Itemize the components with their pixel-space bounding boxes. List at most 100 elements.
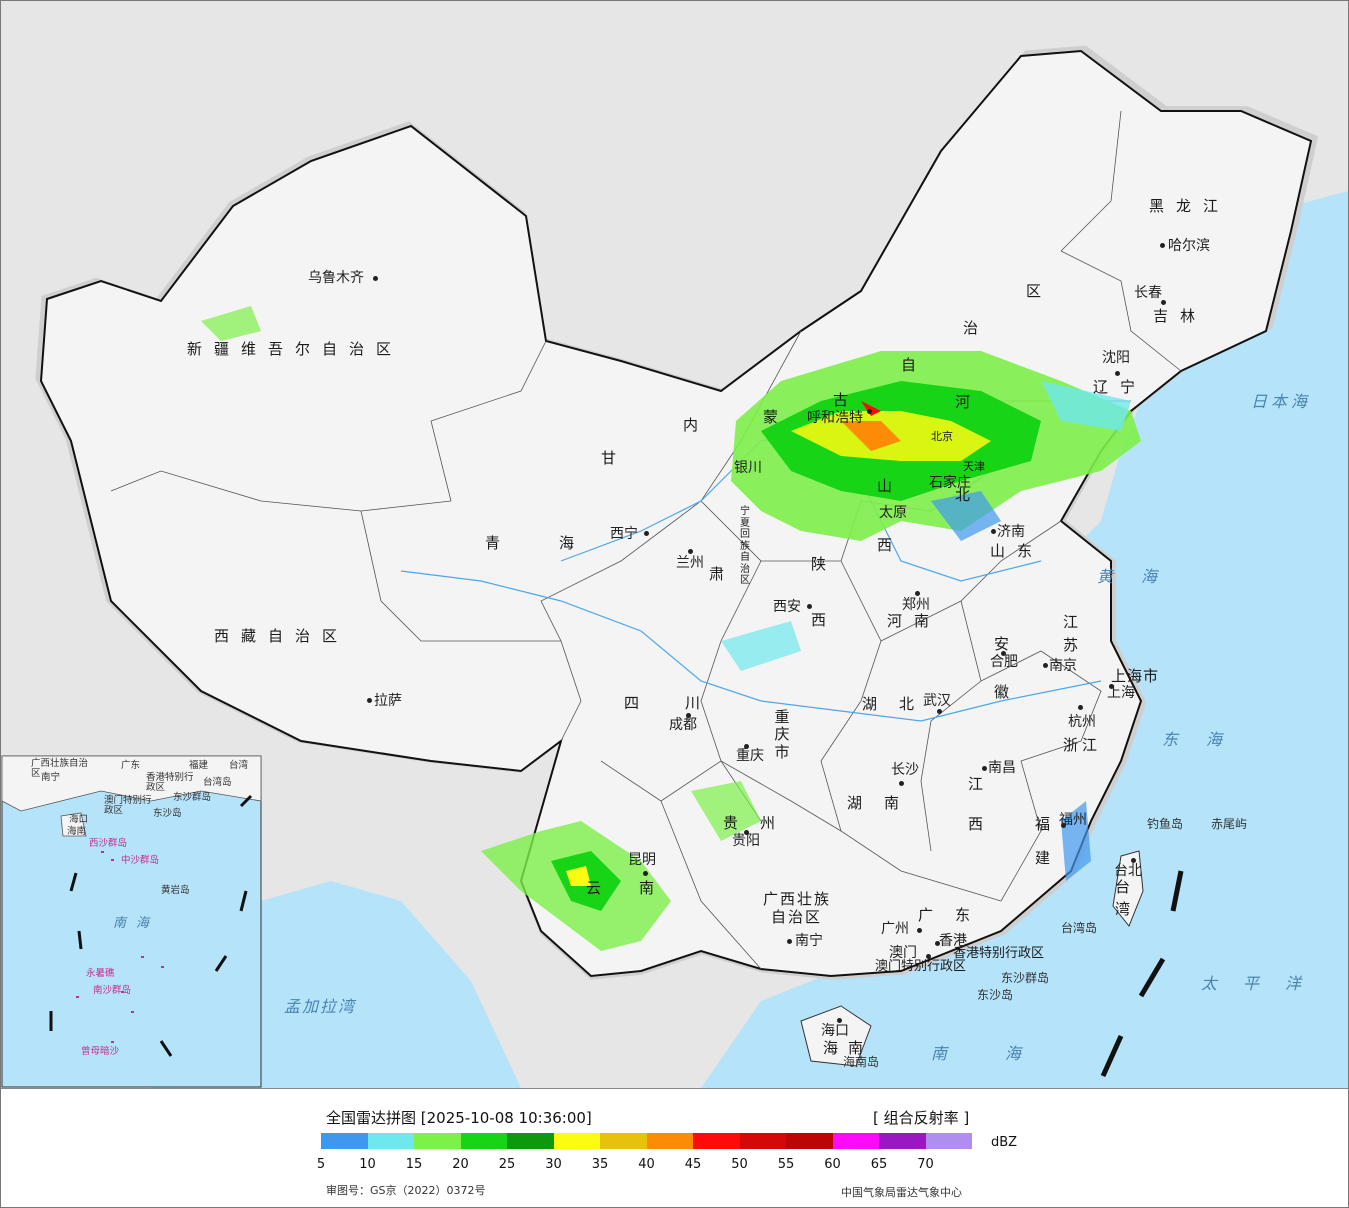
city-label-nanjing: 南京 <box>1049 658 1077 674</box>
province-label-xinjiang: 新疆维吾尔自治区 <box>187 340 404 358</box>
city-marker <box>688 549 693 554</box>
city-label-xian: 西安 <box>773 599 801 615</box>
map-canvas <box>1 1 1348 1088</box>
organization-credit: 中国气象局雷达气象中心 <box>841 1186 962 1199</box>
province-label-ningxia: 宁夏回族自治区 <box>740 506 750 586</box>
city-label-xining: 西宁 <box>610 526 638 542</box>
city-label-haikou: 海口 <box>821 1023 849 1039</box>
city-label-yinchuan: 银川 <box>734 460 762 476</box>
province-label-liaoning: 辽宁 <box>1093 378 1148 396</box>
province-label-hainan: 海南 <box>823 1039 874 1057</box>
city-marker <box>1131 858 1136 863</box>
city-label-macau: 澳门 <box>889 945 917 961</box>
south-china-sea-inset <box>1 755 262 1088</box>
province-label-xizang: 西藏自治区 <box>214 627 350 645</box>
inset-label-hk: 香港特别行政区 <box>146 772 194 793</box>
color-scale-ticks: 5 10 15 20 25 30 35 40 45 50 55 60 65 70 <box>1 1157 1001 1173</box>
scale-tick-label: 35 <box>591 1157 609 1172</box>
sea-label-yellow: 黄海 <box>1097 567 1186 586</box>
province-label-hongkong: 香港特别行政区 <box>953 946 1045 961</box>
province-label-tianjin: 天津 <box>963 460 985 473</box>
city-label-hohhot: 呼和浩特 <box>807 410 863 426</box>
island-label-dongsha-q: 东沙群岛 <box>1001 971 1050 985</box>
island-label-hainan: 海南岛 <box>843 1055 880 1069</box>
color-swatch <box>786 1133 833 1149</box>
scale-tick-label: 10 <box>359 1157 376 1172</box>
inset-label-zhongsha: 中沙群岛 <box>121 855 160 866</box>
city-label-jinan: 济南 <box>997 524 1025 540</box>
color-swatch <box>460 1133 507 1149</box>
island-label-dongsha: 东沙岛 <box>977 988 1014 1002</box>
island-label-diaoyu: 钓鱼岛 <box>1147 817 1184 831</box>
province-label-henan: 河南 <box>887 612 942 630</box>
city-label-zhengzhou: 郑州 <box>902 597 930 613</box>
city-marker <box>899 781 904 786</box>
color-swatch <box>646 1133 693 1149</box>
color-swatch <box>414 1133 461 1149</box>
province-label-shaanxi-1: 陕 <box>811 555 839 573</box>
sea-label-south: 南海 <box>931 1044 1080 1063</box>
scale-tick-label: 70 <box>917 1157 934 1172</box>
city-label-changchun: 长春 <box>1134 285 1162 301</box>
province-label-chongqing: 重庆市 <box>774 708 790 761</box>
city-marker <box>915 591 920 596</box>
province-label-heilongjiang: 黑龙江 <box>1149 197 1231 215</box>
province-label-beijing: 北京 <box>931 430 953 443</box>
inset-label-taiwan: 台湾 <box>229 760 249 771</box>
inset-label-huangyan: 黄岩岛 <box>161 885 190 896</box>
sea-label-japan: 日本海 <box>1251 392 1312 411</box>
city-label-shanghai: 上海 <box>1107 685 1135 701</box>
color-swatch <box>367 1133 414 1149</box>
nine-dash-line <box>1100 870 1184 1078</box>
province-label-jiangsu-1: 江 <box>1063 613 1091 631</box>
city-label-guangzhou: 广州 <box>881 921 909 937</box>
sea-area <box>701 191 1348 1088</box>
scale-tick-label: 5 <box>316 1157 326 1172</box>
city-marker <box>643 871 648 876</box>
province-label-macau: 澳门特别行政区 <box>875 959 967 974</box>
inset-label-haikou: 海口 <box>69 814 89 825</box>
province-label-jiangxi-2: 西 <box>968 815 996 833</box>
city-label-shenyang: 沈阳 <box>1102 350 1130 366</box>
province-label-shandong: 山东 <box>990 542 1045 560</box>
city-label-lhasa: 拉萨 <box>374 693 402 709</box>
map-approval-number: 审图号：GS京（2022）0372号 <box>326 1184 486 1197</box>
color-scale <box>321 1133 972 1149</box>
scale-tick-label: 20 <box>452 1157 469 1172</box>
city-marker <box>744 830 749 835</box>
city-label-urumqi: 乌鲁木齐 <box>308 270 364 286</box>
city-marker <box>1078 705 1083 710</box>
city-marker <box>787 939 792 944</box>
province-label-guangxi-2: 自治区 <box>771 908 823 926</box>
province-label-jiangxi-1: 江 <box>968 775 996 793</box>
province-label-neimeng-5: 治 <box>963 319 991 337</box>
city-marker <box>1109 684 1114 689</box>
province-label-guizhou: 贵州 <box>723 814 798 832</box>
inset-label-fujian: 福建 <box>189 760 209 771</box>
province-label-shaanxi-2: 西 <box>811 611 839 629</box>
city-label-taiyuan: 太原 <box>879 505 907 521</box>
hainan-island <box>800 1005 872 1067</box>
province-label-neimeng-6: 区 <box>1026 282 1054 300</box>
province-label-neimeng-4: 自 <box>901 356 929 374</box>
inset-label-dongsha-q: 东沙群岛 <box>173 792 212 803</box>
legend-title: 全国雷达拼图 [2025-10-08 10:36:00] <box>326 1109 592 1127</box>
city-marker <box>1043 663 1048 668</box>
province-label-guangdong: 广东 <box>918 906 993 924</box>
city-label-chengdu: 成都 <box>669 717 697 733</box>
color-swatch <box>693 1133 740 1149</box>
scale-tick-label: 30 <box>545 1157 562 1172</box>
city-label-harbin: 哈尔滨 <box>1168 238 1210 254</box>
city-marker <box>1001 651 1006 656</box>
inset-label-xisha: 西沙群岛 <box>89 838 128 849</box>
scale-tick-label: 45 <box>684 1157 702 1172</box>
city-marker <box>935 941 940 946</box>
scale-tick-label: 40 <box>638 1157 655 1172</box>
city-marker <box>1061 823 1066 828</box>
inset-label-hainan: 海南 <box>67 826 87 837</box>
province-label-qinghai-2: 海 <box>559 534 587 552</box>
province-label-neimeng-1: 内 <box>683 416 711 434</box>
province-label-yunnan-2: 南 <box>639 879 667 897</box>
city-label-hefei: 合肥 <box>990 654 1018 670</box>
